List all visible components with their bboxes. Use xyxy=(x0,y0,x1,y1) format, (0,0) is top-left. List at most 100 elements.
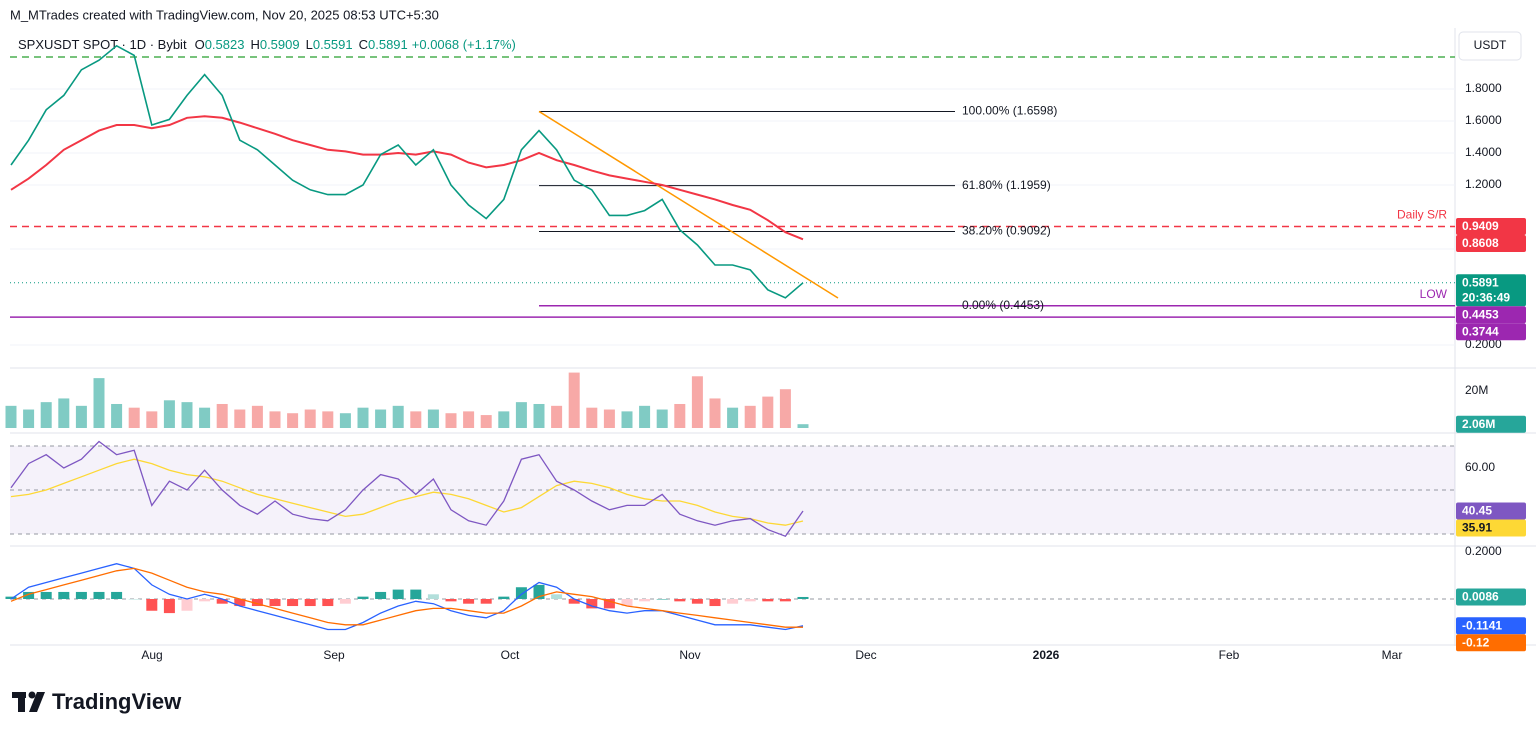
y-tick-label: 1.6000 xyxy=(1465,113,1502,127)
macd-histogram-bar xyxy=(621,598,633,607)
daily-sr-label: Daily S/R xyxy=(1397,208,1447,222)
volume-bar xyxy=(58,398,70,428)
volume-bar xyxy=(586,407,598,428)
volume-bar xyxy=(797,424,809,428)
price-tag-label: 0.5891 xyxy=(1462,275,1499,289)
brand: TradingView xyxy=(52,689,182,714)
y-tick-label: 0.2000 xyxy=(1465,337,1502,351)
price-tag-label: 0.9409 xyxy=(1462,219,1499,233)
volume-bar xyxy=(392,405,404,428)
symbol: SPXUSDT SPOT · 1D · Bybit xyxy=(18,37,187,52)
trendline xyxy=(538,110,839,299)
volume-bar xyxy=(40,402,52,428)
volume-bar xyxy=(674,403,686,428)
countdown: 20:36:49 xyxy=(1462,290,1510,304)
price-tag xyxy=(1456,217,1526,235)
volume-bar xyxy=(709,398,721,428)
x-tick-label: Feb xyxy=(1219,648,1240,662)
x-tick-label: Nov xyxy=(679,648,700,662)
macd-histogram-bar xyxy=(586,598,598,609)
volume-bar xyxy=(269,411,281,428)
macd-histogram-bar xyxy=(744,598,756,602)
currency-box[interactable] xyxy=(1458,31,1522,61)
x-tick-label: Oct xyxy=(501,648,520,662)
price-tag-label: 0.0086 xyxy=(1462,590,1499,604)
macd-histogram-bar xyxy=(181,598,193,611)
price-tag xyxy=(1456,519,1526,537)
volume-bar xyxy=(93,378,105,428)
ohlc-value: 0.5909 xyxy=(260,37,300,52)
macd-histogram-bar xyxy=(498,596,510,599)
macd-histogram-bar xyxy=(603,598,615,609)
signal-line xyxy=(10,567,803,628)
price-tag xyxy=(1456,502,1526,520)
y-tick-label: 20M xyxy=(1465,383,1488,397)
price-tag xyxy=(1456,634,1526,652)
volume-bar xyxy=(339,413,351,428)
macd-histogram-bar xyxy=(339,598,351,604)
macd-histogram-bar xyxy=(709,598,721,607)
x-tick-label: Dec xyxy=(855,648,876,662)
price-tag-label: 40.45 xyxy=(1462,504,1492,518)
currency[interactable]: USDT xyxy=(1474,38,1507,52)
macd-histogram-bar xyxy=(234,598,246,607)
volume-bar xyxy=(762,396,774,428)
volume-bar xyxy=(322,411,334,428)
macd-histogram-bar xyxy=(762,598,774,602)
volume-bar xyxy=(744,405,756,428)
macd-histogram-bar xyxy=(357,596,369,599)
volume-bar xyxy=(357,407,369,428)
macd-histogram-bar xyxy=(269,598,281,607)
volume-bar xyxy=(23,409,35,428)
macd-histogram-bar xyxy=(287,598,299,607)
macd-histogram-bar xyxy=(427,594,439,599)
macd-histogram-bar xyxy=(40,591,52,599)
macd-histogram-bar xyxy=(75,591,87,599)
volume-bar xyxy=(163,400,175,428)
volume-bar xyxy=(410,411,422,428)
volume-bar xyxy=(181,402,193,428)
macd-histogram-bar xyxy=(375,591,387,599)
volume-bar xyxy=(727,407,739,428)
y-tick-label: 1.2000 xyxy=(1465,177,1502,191)
volume-bar xyxy=(656,409,668,428)
ohlc-value: 0.5891 xyxy=(368,37,408,52)
fib-label: 0.00% (0.4453) xyxy=(962,298,1044,312)
macd-histogram-bar xyxy=(251,598,263,607)
price-tag-label: 35.91 xyxy=(1462,521,1492,535)
volume-bar xyxy=(375,409,387,428)
ohlc-value: 0.5591 xyxy=(313,37,353,52)
y-tick-label: 1.4000 xyxy=(1465,145,1502,159)
moving-average xyxy=(10,115,804,241)
macd-histogram-bar xyxy=(568,598,580,604)
macd-histogram-bar xyxy=(463,598,475,604)
macd-histogram-bar xyxy=(639,598,651,602)
ohlc-key: C xyxy=(359,37,368,52)
macd-histogram-bar xyxy=(5,596,17,599)
macd-histogram-bar xyxy=(410,589,422,599)
price-tag-label: 0.8608 xyxy=(1462,236,1499,250)
price-tag xyxy=(1456,274,1526,307)
volume-bar xyxy=(779,389,791,428)
ohlc-key: O xyxy=(195,37,205,52)
volume-bar xyxy=(515,402,527,428)
y-tick-label: 0.2000 xyxy=(1465,544,1502,558)
price-tag xyxy=(1456,588,1526,606)
volume-bar xyxy=(463,411,475,428)
volume-bar xyxy=(146,411,158,428)
macd-histogram-bar xyxy=(58,591,70,599)
volume-bar xyxy=(427,409,439,428)
price-tag-label: -0.1141 xyxy=(1462,618,1502,632)
macd-histogram-bar xyxy=(691,598,703,604)
volume-bar xyxy=(128,407,140,428)
volume-bar xyxy=(199,407,211,428)
price-tag xyxy=(1456,234,1526,252)
volume-bar xyxy=(603,409,615,428)
x-tick-label: Mar xyxy=(1382,648,1403,662)
ohlc-key: L xyxy=(306,37,313,52)
volume-bar xyxy=(5,405,17,428)
volume-bar xyxy=(304,409,316,428)
volume-bar xyxy=(533,403,545,428)
macd-histogram-bar xyxy=(163,598,175,614)
